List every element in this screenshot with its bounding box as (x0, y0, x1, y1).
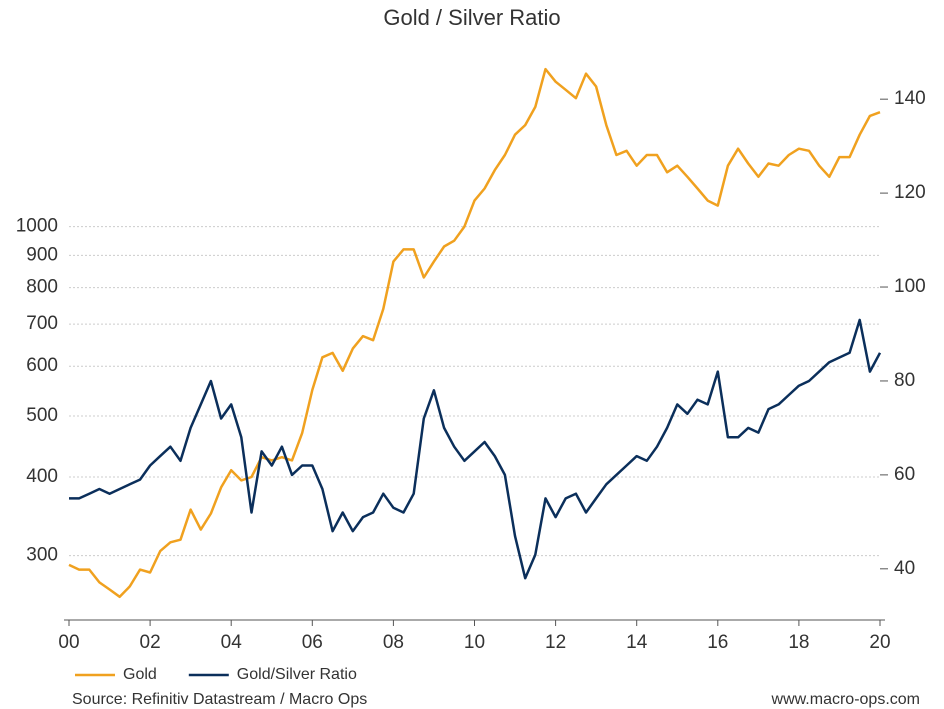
x-tick-label: 16 (707, 632, 728, 653)
y-tick-label: 800 (26, 277, 58, 298)
x-tick-label: 08 (383, 632, 404, 653)
y-tick-label: 300 (26, 545, 58, 566)
y2-tick-label: 60 (894, 464, 915, 485)
x-tick-label: 04 (221, 632, 243, 653)
y-tick-label: 500 (26, 405, 58, 426)
x-tick-label: 14 (626, 632, 648, 653)
legend-label: Gold (123, 666, 157, 683)
y2-tick-label: 80 (894, 370, 915, 391)
chart-title: Gold / Silver Ratio (383, 5, 560, 30)
y-tick-label: 400 (26, 466, 58, 487)
y2-tick-label: 40 (894, 558, 915, 579)
series-line (68, 67, 881, 599)
legend-label: Gold/Silver Ratio (237, 666, 357, 683)
y2-tick-label: 120 (894, 182, 926, 203)
x-tick-label: 12 (545, 632, 566, 653)
x-tick-label: 20 (869, 632, 890, 653)
x-tick-label: 00 (58, 632, 79, 653)
y-tick-label: 600 (26, 355, 58, 376)
source: Source: Refinitiv Datastream / Macro Ops (72, 691, 367, 708)
y-tick-label: 700 (26, 313, 58, 334)
x-tick-label: 06 (302, 632, 323, 653)
credit: www.macro-ops.com (771, 691, 920, 708)
y2-tick-label: 100 (894, 276, 926, 297)
x-tick-label: 02 (140, 632, 161, 653)
y-tick-label: 900 (26, 244, 58, 265)
y2-tick-label: 140 (894, 88, 926, 109)
x-tick-label: 10 (464, 632, 485, 653)
x-tick-label: 18 (788, 632, 809, 653)
series-line (69, 318, 882, 580)
y-tick-label: 1000 (16, 216, 58, 237)
